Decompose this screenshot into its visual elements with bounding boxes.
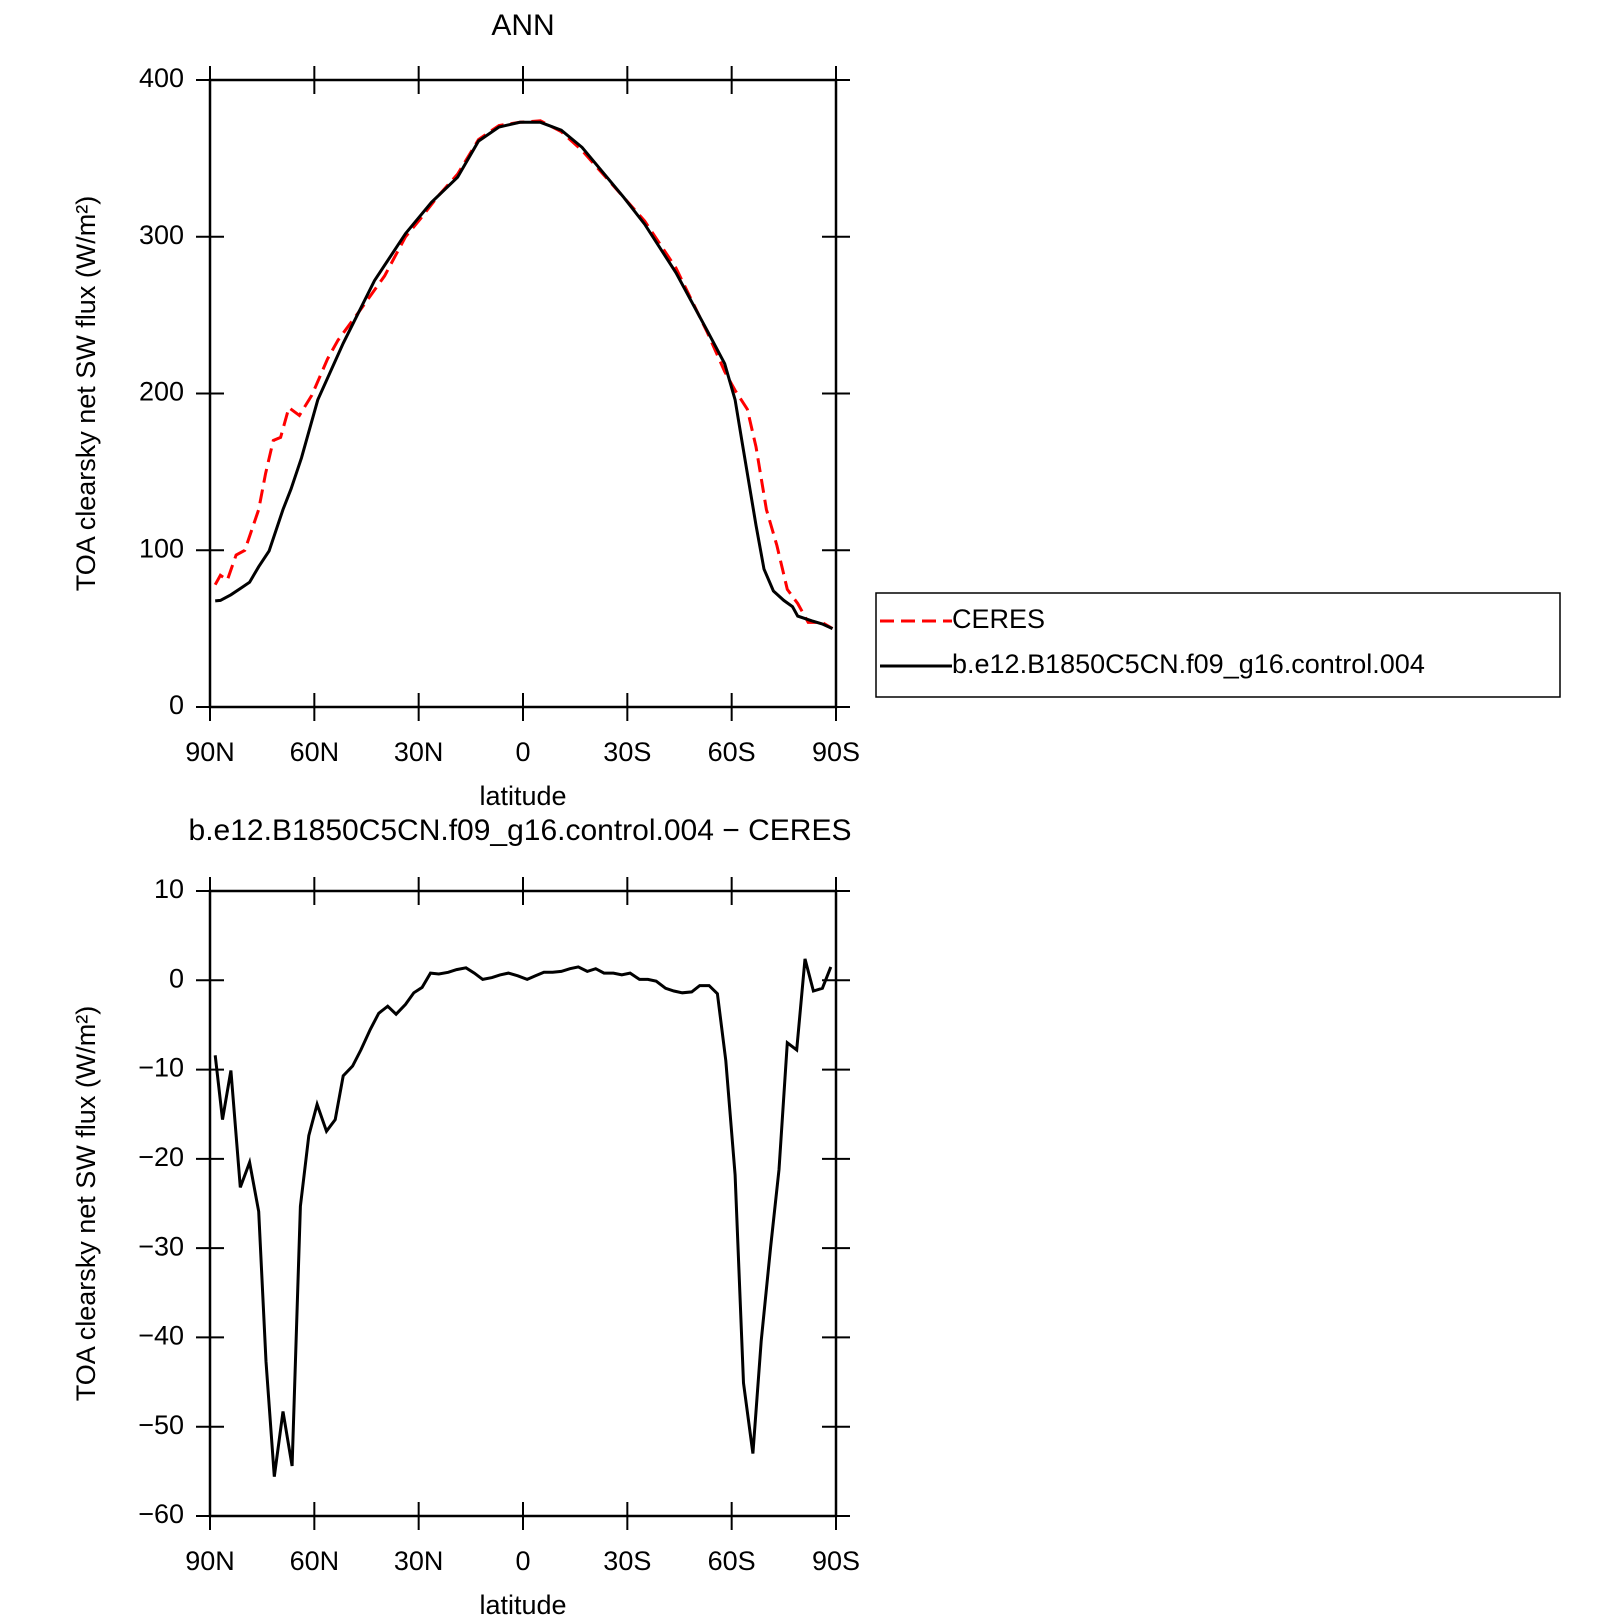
chart-title: b.e12.B1850C5CN.f09_g16.control.004 − CE… bbox=[189, 814, 852, 847]
y-tick-label: 0 bbox=[169, 690, 184, 720]
plot-frame bbox=[208, 78, 838, 709]
y-tick-label: 300 bbox=[139, 220, 184, 250]
data-line bbox=[213, 119, 834, 630]
legend-box bbox=[875, 592, 1561, 698]
x-axis-label: latitude bbox=[479, 1590, 566, 1619]
y-tick-label: −10 bbox=[138, 1053, 184, 1083]
y-tick-label: −40 bbox=[138, 1321, 184, 1351]
data-line bbox=[215, 120, 834, 630]
y-tick-label: 0 bbox=[169, 963, 184, 993]
x-tick-label: 0 bbox=[515, 737, 530, 767]
x-axis-label: latitude bbox=[479, 781, 566, 811]
x-tick-label: 60S bbox=[708, 737, 756, 767]
data-line bbox=[213, 958, 833, 1477]
x-tick-label: 90S bbox=[812, 737, 860, 767]
x-tick-label: 90S bbox=[812, 1546, 860, 1576]
x-tick-label: 90N bbox=[185, 737, 235, 767]
legend-label: CERES bbox=[952, 604, 1045, 634]
y-tick-label: −60 bbox=[138, 1499, 184, 1529]
x-tick-label: 60N bbox=[290, 737, 340, 767]
legend-label: b.e12.B1850C5CN.f09_g16.control.004 bbox=[952, 649, 1425, 679]
x-tick-label: 30N bbox=[394, 1546, 444, 1576]
y-axis-label: TOA clearsky net SW flux (W/m²) bbox=[71, 1006, 101, 1402]
x-tick-label: 30S bbox=[603, 737, 651, 767]
y-tick-label: 100 bbox=[139, 533, 184, 563]
y-tick-label: −20 bbox=[138, 1142, 184, 1172]
chart-title: ANN bbox=[491, 9, 554, 42]
y-tick-label: 10 bbox=[154, 874, 184, 904]
y-tick-label: −50 bbox=[138, 1410, 184, 1440]
plot-frame bbox=[208, 889, 838, 1518]
x-tick-label: 0 bbox=[515, 1546, 530, 1576]
y-tick-label: 200 bbox=[139, 377, 184, 407]
x-tick-label: 30S bbox=[603, 1546, 651, 1576]
x-tick-label: 60S bbox=[708, 1546, 756, 1576]
y-axis-label: TOA clearsky net SW flux (W/m²) bbox=[71, 196, 101, 592]
y-tick-label: 400 bbox=[139, 63, 184, 93]
x-tick-label: 90N bbox=[185, 1546, 235, 1576]
x-tick-label: 60N bbox=[290, 1546, 340, 1576]
x-tick-label: 30N bbox=[394, 737, 444, 767]
y-tick-label: −30 bbox=[138, 1231, 184, 1261]
